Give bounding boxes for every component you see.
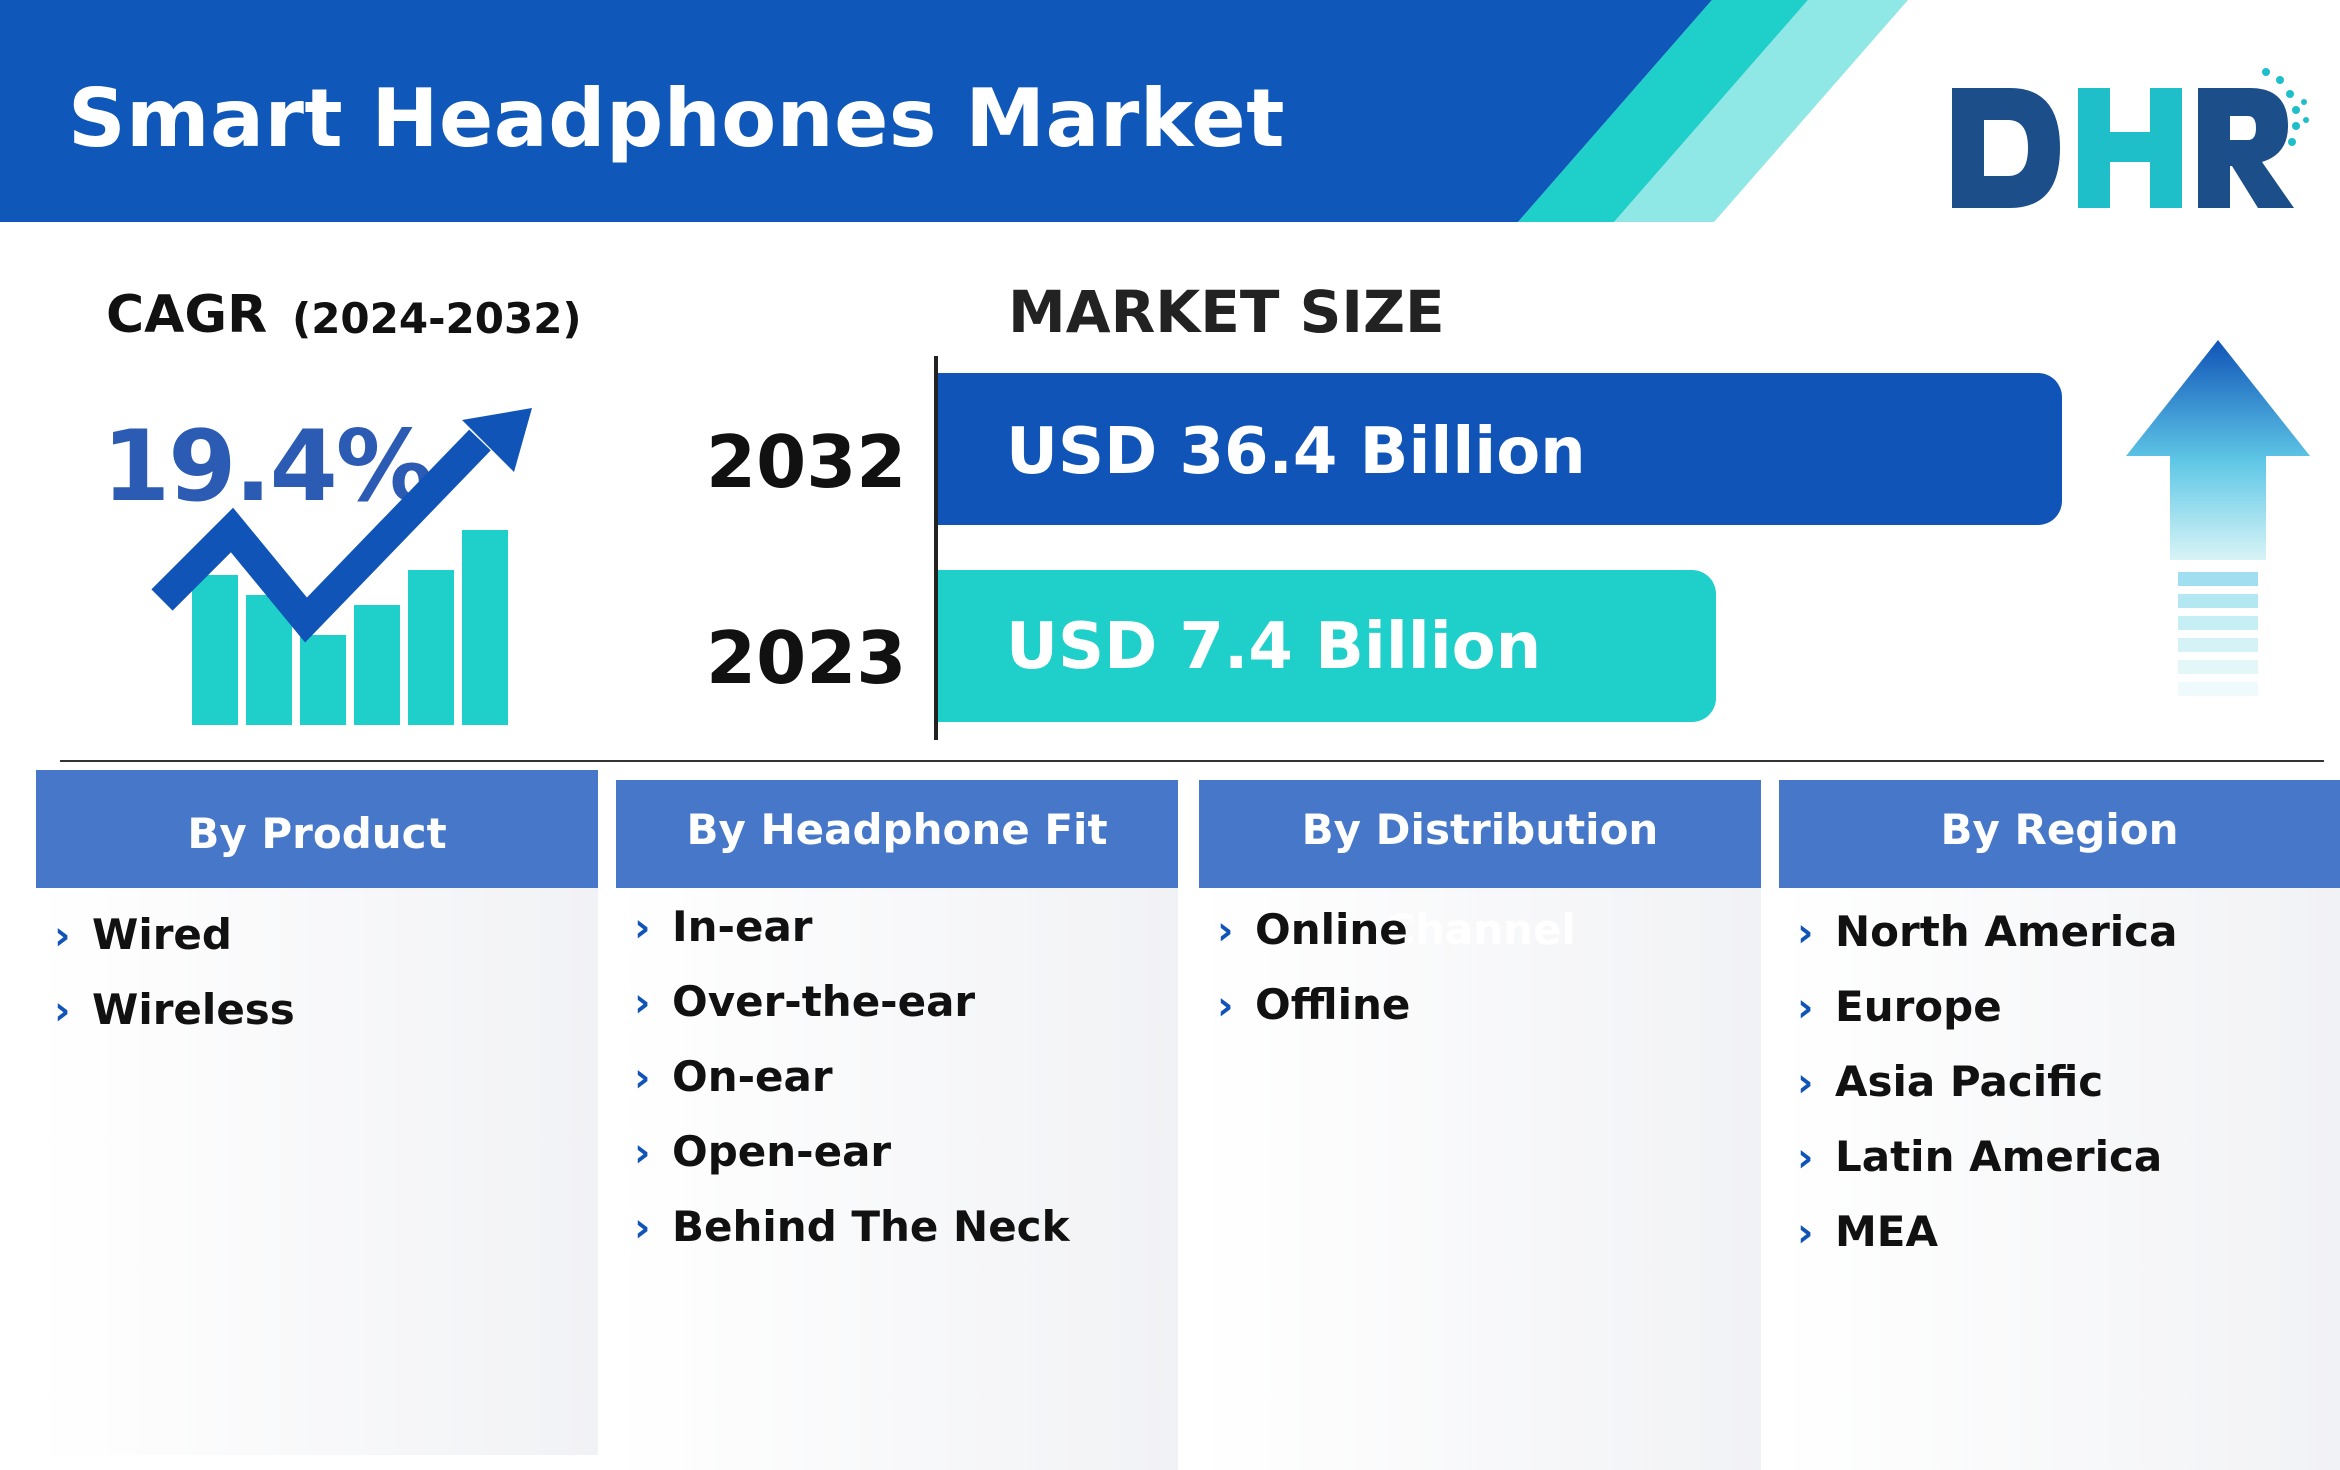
chevron-right-icon: › [1797, 910, 1814, 956]
segment-item: › Wired [54, 910, 232, 959]
growth-chart-icon [150, 400, 540, 734]
chevron-right-icon: › [1217, 983, 1234, 1029]
chevron-right-icon: › [1797, 1210, 1814, 1256]
chevron-right-icon: › [634, 1205, 651, 1251]
segment-heading-headphone-fit: By Headphone Fit [616, 780, 1178, 888]
cagr-label: CAGR [106, 285, 268, 345]
chevron-right-icon: › [1797, 1135, 1814, 1181]
chevron-right-icon: › [634, 1130, 651, 1176]
segment-column-headphone-fit: By Headphone Fit › In-ear › Over-the-ear ›… [616, 780, 1178, 1470]
year-label-2023: 2023 [706, 616, 907, 700]
header-blue-band [0, 0, 1712, 222]
market-size-bar-2032 [938, 373, 2062, 525]
header-light-stripe [1614, 0, 1908, 222]
page-title: Smart Headphones Market [68, 72, 1285, 165]
cagr-years: (2024-2032) [292, 294, 582, 343]
segment-column-distribution-channel: By Distribution Channel › Online › Offline [1199, 780, 1761, 1470]
segment-item: › Behind The Neck [634, 1202, 1070, 1251]
market-size-value-2023: USD 7.4 Billion [1006, 610, 1542, 684]
header-shapes [0, 0, 2340, 222]
market-size-value-2032: USD 36.4 Billion [1006, 415, 1586, 489]
segment-item: › MEA [1797, 1207, 1938, 1256]
chevron-right-icon: › [54, 913, 71, 959]
segment-item: › Wireless [54, 985, 295, 1034]
chevron-right-icon: › [634, 1055, 651, 1101]
section-divider [60, 760, 2324, 762]
segment-column-product: By Product › Wired › Wireless [36, 770, 598, 1455]
market-size-axis [934, 356, 938, 740]
year-label-2032: 2032 [706, 420, 907, 504]
segment-item: › Latin America [1797, 1132, 2163, 1181]
market-size-bar-2023 [938, 570, 1716, 722]
segment-item: › In-ear [634, 902, 813, 951]
dhr-logo [1950, 58, 2310, 218]
cagr-value: 19.4% [102, 410, 434, 524]
segment-heading-region: By Region [1779, 780, 2340, 888]
chevron-right-icon: › [634, 980, 651, 1026]
segment-item: › Online [1217, 905, 1408, 954]
chevron-right-icon: › [1217, 908, 1234, 954]
header-band: Smart Headphones Market [0, 0, 2340, 222]
chevron-right-icon: › [1797, 985, 1814, 1031]
chevron-right-icon: › [634, 905, 651, 951]
segment-item: › North America [1797, 907, 2178, 956]
up-arrow-icon [2126, 340, 2310, 714]
chevron-right-icon: › [54, 988, 71, 1034]
segment-item: › Over-the-ear [634, 977, 976, 1026]
segment-item: › On-ear [634, 1052, 833, 1101]
segment-heading-distribution-channel: By Distribution Channel [1199, 780, 1761, 954]
header-teal-stripe [1518, 0, 1808, 222]
segment-item: › Asia Pacific [1797, 1057, 2104, 1106]
market-size-title: MARKET SIZE [1008, 278, 1445, 346]
segment-item: › Offline [1217, 980, 1411, 1029]
segment-column-region: By Region › North America › Europe › Asia P… [1779, 780, 2340, 1470]
segment-item: › Europe [1797, 982, 2002, 1031]
segment-heading-product: By Product [36, 770, 598, 888]
chevron-right-icon: › [1797, 1060, 1814, 1106]
segment-item: › Open-ear [634, 1127, 892, 1176]
